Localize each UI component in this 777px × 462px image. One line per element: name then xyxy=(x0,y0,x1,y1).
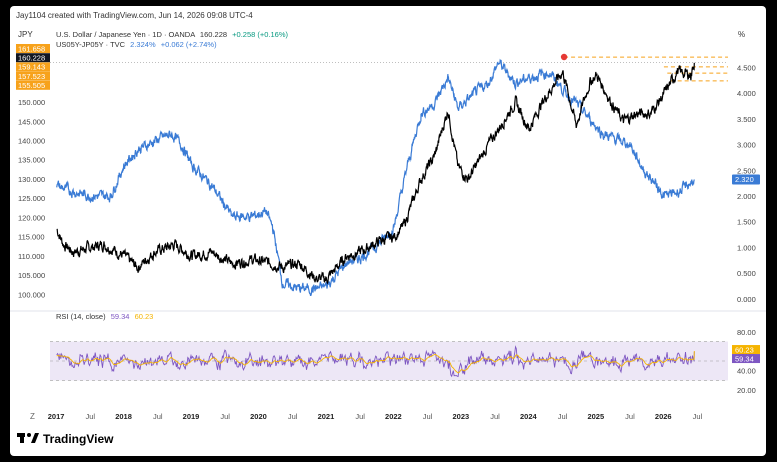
spread-series-line xyxy=(56,58,695,296)
left-axis-unit: JPY xyxy=(18,30,33,39)
logo-mark-dot xyxy=(27,433,31,437)
rsi-badge-text: 59.34 xyxy=(735,355,754,364)
right-tick-label: 2.000 xyxy=(737,192,756,201)
rsi-tick-label: 20.00 xyxy=(737,386,756,395)
rsi-ma-value: 60.23 xyxy=(135,312,154,321)
rsi-title: RSI (14, close) xyxy=(56,312,106,321)
reference-lines xyxy=(50,56,728,82)
price-badge-text: 155.505 xyxy=(18,81,45,90)
price-badge-bg xyxy=(16,62,50,72)
price-badge-text: 160.228 xyxy=(18,54,45,63)
price-badge-bg xyxy=(16,71,50,81)
right-tick-label: 3.000 xyxy=(737,141,756,150)
time-tick-label: Jul xyxy=(220,412,230,421)
usdjpy-series-line xyxy=(56,62,695,285)
time-tick-label: Jul xyxy=(288,412,298,421)
series1-change: +0.258 (+0.16%) xyxy=(232,30,288,39)
time-tick-label: 2017 xyxy=(48,412,65,421)
right-tick-label: 1.500 xyxy=(737,218,756,227)
left-tick-label: 130.000 xyxy=(18,175,45,184)
price-badge-bg xyxy=(16,53,50,63)
spread-last-badge: 2.320 xyxy=(732,174,760,185)
time-tick-label: Jul xyxy=(355,412,365,421)
time-tick-label: 2022 xyxy=(385,412,402,421)
spread-last-value: 2.320 xyxy=(735,175,754,184)
right-tick-label: 0.500 xyxy=(737,269,756,278)
brand-name: TradingView xyxy=(43,432,114,446)
time-tick-label: Jul xyxy=(153,412,163,421)
right-tick-label: 3.500 xyxy=(737,115,756,124)
left-tick-label: 125.000 xyxy=(18,194,45,203)
series1-title: U.S. Dollar / Japanese Yen · 1D · OANDA xyxy=(56,30,195,39)
right-axis-unit: % xyxy=(738,30,745,39)
attribution: Jay1104 created with TradingView.com, Ju… xyxy=(16,11,253,20)
time-tick-label: Jul xyxy=(423,412,433,421)
right-tick-label: 2.500 xyxy=(737,166,756,175)
right-tick-label: 4.500 xyxy=(737,63,756,72)
left-tick-label: 120.000 xyxy=(18,213,45,222)
series1-value: 160.228 xyxy=(200,30,227,39)
series2-value: 2.324% xyxy=(130,40,156,49)
time-tick-label: 2026 xyxy=(655,412,672,421)
price-badge-text: 159.143 xyxy=(18,63,45,72)
svg-text:US05Y-JP05Y · TVC 2.324%: US05Y-JP05Y · TVC 2.324% +0.062 (+2.74%) xyxy=(56,40,217,49)
right-axis-ticks: 4.500 4.000 3.500 3.000 2.500 2.000 1.500 1.000… xyxy=(737,63,756,303)
chart-canvas: Jay1104 created with TradingView.com, Ju… xyxy=(10,11,766,446)
time-tick-label: 2019 xyxy=(183,412,200,421)
time-tick-label: 2021 xyxy=(318,412,335,421)
time-axis-ticks: 2017 Jul 2018 Jul 2019 Jul 2020 Jul 2021 Jul 2022 J… xyxy=(48,412,703,421)
time-tick-label: Jul xyxy=(625,412,635,421)
rsi-ma-line xyxy=(56,350,695,374)
z-label: Z xyxy=(30,412,35,421)
left-tick-label: 135.000 xyxy=(18,156,45,165)
time-tick-label: 2018 xyxy=(115,412,132,421)
time-tick-label: Jul xyxy=(490,412,500,421)
time-tick-label: Jul xyxy=(558,412,568,421)
price-badge-bg xyxy=(16,80,50,90)
right-tick-label: 1.000 xyxy=(737,243,756,252)
time-tick-label: 2020 xyxy=(250,412,267,421)
rsi-line xyxy=(56,345,695,378)
logo-mark-stem xyxy=(20,433,24,443)
price-badge-text: 161.658 xyxy=(18,44,45,53)
series2-title: US05Y-JP05Y · TVC xyxy=(56,40,126,49)
series2-change: +0.062 (+2.74%) xyxy=(161,40,217,49)
rsi-last-badges: 60.23 59.34 xyxy=(732,345,760,364)
price-badge-bg xyxy=(16,44,50,53)
left-tick-label: 105.000 xyxy=(18,271,45,280)
rsi-ma-badge-text: 60.23 xyxy=(735,346,754,355)
time-tick-label: 2024 xyxy=(520,412,538,421)
peak-marker xyxy=(560,53,568,61)
time-tick-label: Jul xyxy=(693,412,703,421)
logo-mark-slash xyxy=(31,433,39,443)
left-tick-label: 140.000 xyxy=(18,136,45,145)
right-tick-label: 4.000 xyxy=(737,89,756,98)
left-tick-label: 110.000 xyxy=(18,252,45,261)
chart-frame: Jay1104 created with TradingView.com, Ju… xyxy=(10,6,766,456)
rsi-value: 59.34 xyxy=(111,312,130,321)
left-axis-ticks: 150.000 145.000 140.000 135.000 130.000 125.0… xyxy=(18,98,45,299)
left-tick-label: 150.000 xyxy=(18,98,45,107)
time-tick-label: Jul xyxy=(85,412,95,421)
rsi-tick-label: 80.00 xyxy=(737,328,756,337)
tradingview-logo: TradingView xyxy=(17,432,114,446)
left-tick-label: 115.000 xyxy=(18,233,45,242)
time-tick-label: 2025 xyxy=(587,412,604,421)
right-tick-label: 0.000 xyxy=(737,295,756,304)
time-tick-label: 2023 xyxy=(453,412,470,421)
rsi-tick-label: 40.00 xyxy=(737,367,756,376)
price-badge-text: 157.523 xyxy=(18,72,45,81)
left-tick-label: 100.000 xyxy=(18,290,45,299)
left-tick-label: 145.000 xyxy=(18,117,45,126)
svg-text:RSI (14, close) 59.34: RSI (14, close) 59.34 60.23 xyxy=(56,312,153,321)
svg-text:U.S. Dollar / Japanese Yen · 1: U.S. Dollar / Japanese Yen · 1D · OANDA … xyxy=(56,30,289,39)
